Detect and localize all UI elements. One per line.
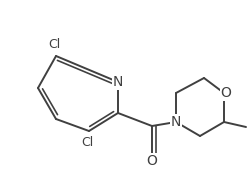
Text: N: N: [171, 115, 181, 129]
Text: Cl: Cl: [81, 136, 93, 149]
Text: Cl: Cl: [48, 39, 60, 52]
Text: N: N: [113, 75, 123, 89]
Text: O: O: [221, 86, 231, 100]
Text: O: O: [147, 154, 157, 168]
